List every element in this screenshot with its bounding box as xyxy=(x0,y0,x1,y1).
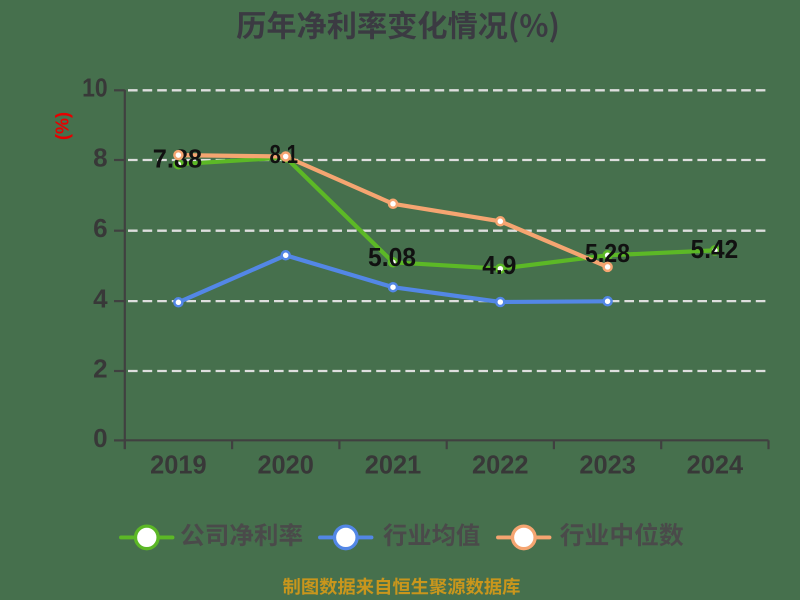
svg-text:5.08: 5.08 xyxy=(368,242,416,272)
svg-text:2021: 2021 xyxy=(365,450,422,480)
svg-text:4: 4 xyxy=(93,284,108,314)
svg-text:6: 6 xyxy=(93,213,107,243)
svg-text:5.42: 5.42 xyxy=(691,234,739,264)
svg-text:8: 8 xyxy=(93,142,107,172)
svg-text:4.9: 4.9 xyxy=(482,250,516,280)
svg-text:0: 0 xyxy=(93,423,107,453)
svg-text:10: 10 xyxy=(82,73,108,103)
svg-text:2022: 2022 xyxy=(472,450,529,480)
svg-text:2: 2 xyxy=(93,353,107,383)
svg-text:(%): (%) xyxy=(53,112,73,140)
svg-text:2020: 2020 xyxy=(257,450,314,480)
svg-text:2019: 2019 xyxy=(150,450,207,480)
svg-text:2023: 2023 xyxy=(579,450,636,480)
svg-text:2024: 2024 xyxy=(687,450,744,480)
